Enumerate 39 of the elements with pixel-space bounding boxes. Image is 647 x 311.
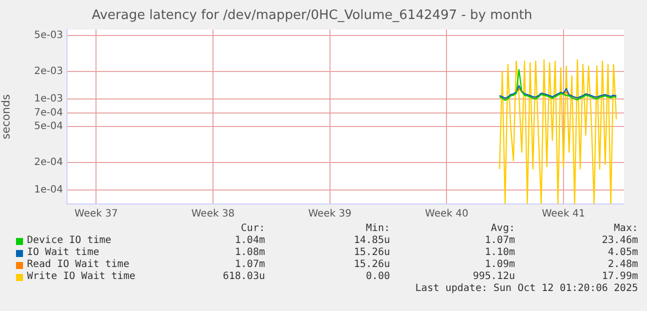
y-tick-label: 7e-04	[34, 108, 63, 119]
text: 618.03u	[222, 271, 265, 283]
text: 23.46m	[602, 235, 638, 247]
text: 1.07m	[484, 235, 515, 247]
y-tick-label: 2e-04	[34, 157, 63, 168]
y-tick-label: 2e-03	[34, 66, 63, 78]
text: 995.12u	[472, 271, 515, 283]
text: Cur:	[240, 223, 265, 235]
y-axis-title: seconds	[0, 94, 12, 140]
text: 2.48m	[608, 259, 638, 271]
text: 15.26u	[354, 259, 390, 271]
text: Min:	[366, 223, 390, 235]
x-tick-label: Week 40	[425, 208, 468, 220]
text: 15.26u	[354, 247, 390, 259]
x-tick-label: Week 38	[191, 208, 235, 220]
legend-label: Write IO Wait time	[27, 271, 136, 283]
text: 17.99m	[602, 271, 638, 283]
x-tick-label: Week 37	[74, 208, 118, 220]
y-tick-label: 5e-03	[34, 30, 63, 42]
text: 1.04m	[234, 235, 265, 247]
y-tick-label: 1e-04	[34, 184, 63, 196]
x-tick-label: Week 39	[308, 208, 352, 220]
legend-label: Device IO time	[27, 235, 112, 247]
x-tick-label: Week 41	[542, 208, 586, 220]
text: 1.07m	[234, 259, 265, 271]
text: 1.08m	[234, 247, 265, 259]
text: Last update: Sun Oct 12 01:20:06 2025	[415, 283, 638, 295]
text: Max:	[614, 223, 638, 235]
y-tick-label: 5e-04	[34, 120, 63, 132]
chart-title: Average latency for /dev/mapper/0HC_Volume_6142497 - by month	[92, 8, 532, 24]
text: 0.00	[366, 271, 390, 283]
text: Avg:	[490, 223, 515, 235]
text: 1.10m	[484, 247, 515, 259]
text: 14.85u	[354, 235, 390, 247]
text: 4.05m	[608, 247, 638, 259]
legend-label: IO Wait time	[27, 247, 100, 259]
text: 1.09m	[484, 259, 515, 271]
legend-label: Read IO Wait time	[27, 259, 130, 271]
y-tick-label: 1e-03	[34, 94, 63, 105]
